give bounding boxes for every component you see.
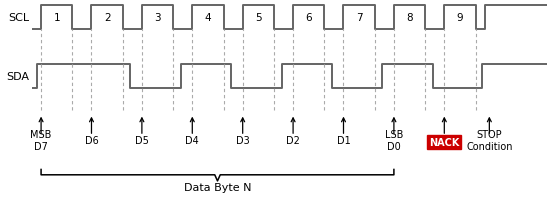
Text: D3: D3 xyxy=(236,135,250,145)
Text: 5: 5 xyxy=(255,13,262,23)
Text: D7: D7 xyxy=(34,142,48,152)
Text: 9: 9 xyxy=(456,13,463,23)
Text: D6: D6 xyxy=(85,135,98,145)
Text: 7: 7 xyxy=(356,13,362,23)
Text: D2: D2 xyxy=(286,135,300,145)
Text: Data Byte N: Data Byte N xyxy=(184,182,251,192)
Text: 2: 2 xyxy=(104,13,111,23)
Text: D4: D4 xyxy=(185,135,199,145)
Text: LSB: LSB xyxy=(384,130,403,139)
Text: 8: 8 xyxy=(406,13,413,23)
Text: 3: 3 xyxy=(154,13,161,23)
Text: NACK: NACK xyxy=(429,137,459,147)
Text: D1: D1 xyxy=(337,135,350,145)
Text: 4: 4 xyxy=(205,13,211,23)
Text: D5: D5 xyxy=(135,135,149,145)
Text: 1: 1 xyxy=(53,13,60,23)
Text: 6: 6 xyxy=(305,13,312,23)
Text: STOP: STOP xyxy=(476,130,502,139)
Text: SCL: SCL xyxy=(9,13,30,23)
Text: SDA: SDA xyxy=(7,72,30,82)
Text: Condition: Condition xyxy=(466,142,513,152)
Text: D0: D0 xyxy=(387,142,401,152)
Text: MSB: MSB xyxy=(30,130,52,139)
